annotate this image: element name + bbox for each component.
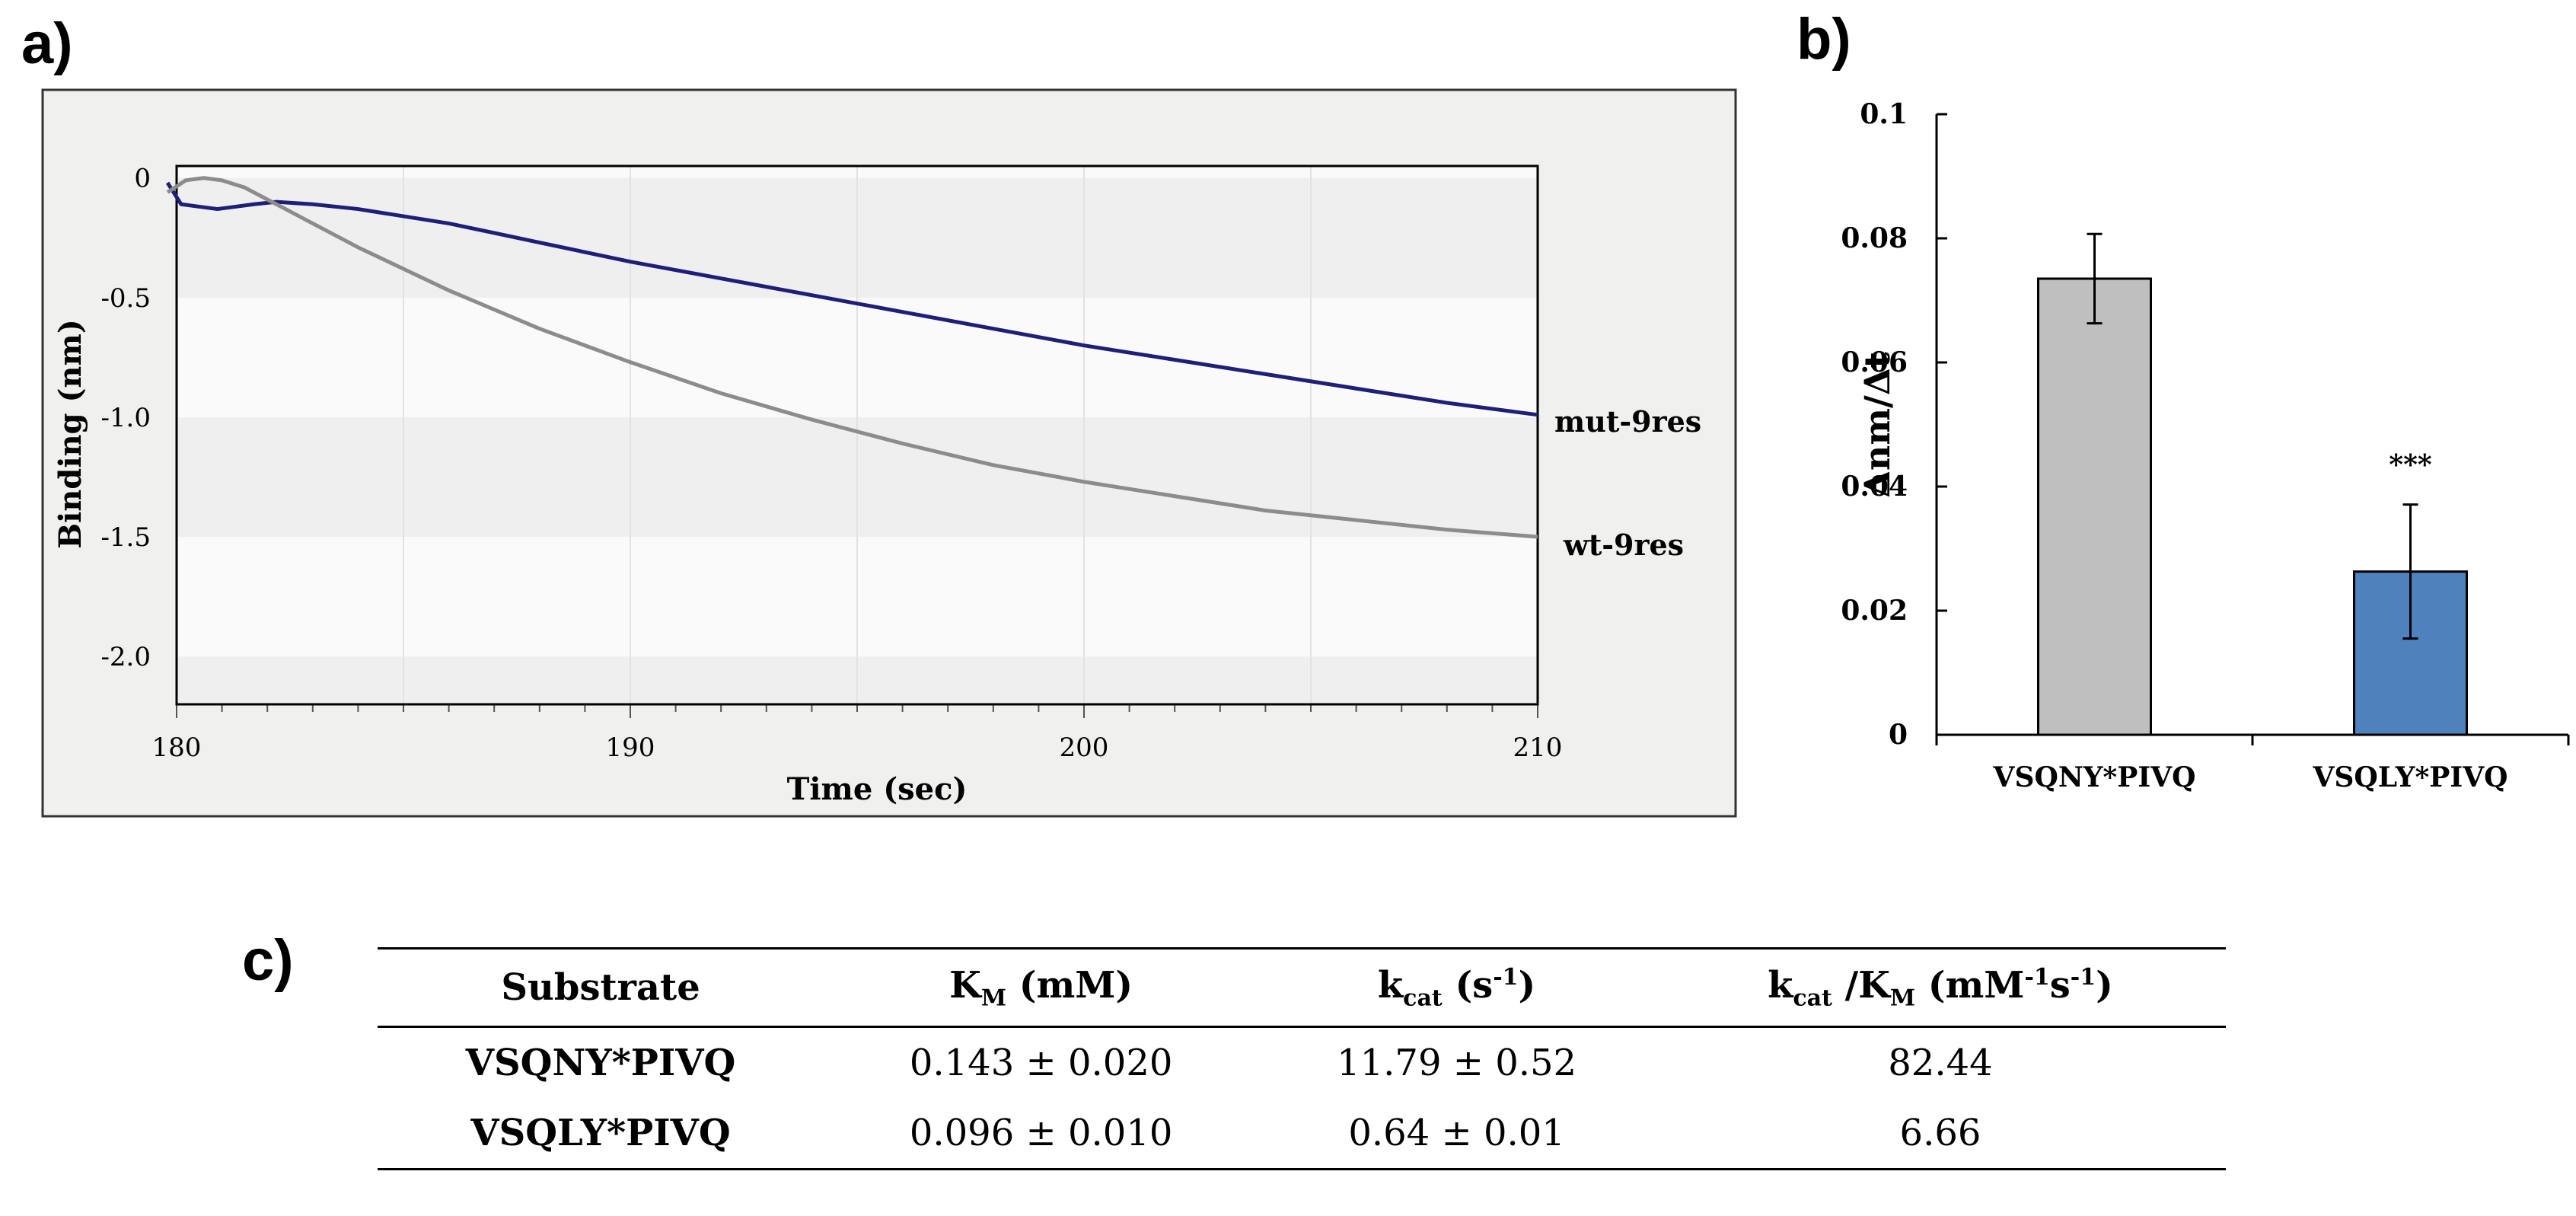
chart-a-axes-frame (175, 164, 1539, 706)
chart-a-y-tick-label: 0 (134, 164, 151, 194)
kinetics-table: Substrate KM (mM) kcat (s-1) kcat /KM (m… (378, 947, 2226, 1170)
header-kcat-km: kcat /KM (mM-1s-1) (1768, 963, 2113, 1012)
chart-a-y-tick-label: -0.5 (100, 283, 151, 314)
chart-a-y-tick-label: -1.5 (100, 522, 151, 553)
chart-b-y-tick-label: 0.06 (1841, 346, 1908, 378)
panel-label-c: c) (242, 928, 294, 993)
chart-a-y-title: Binding (nm) (53, 319, 88, 548)
chart-a-series-label: wt-9res (1563, 528, 1684, 562)
chart-b-bar-1 (2037, 277, 2152, 736)
chart-a-y-tick-label: -2.0 (100, 642, 151, 672)
binding-line-chart: 0 -0.5 -1.0 -1.5 -2.0 180 190 200 210 mut-9res wt-… (41, 88, 1737, 818)
chart-b-plot-area: 0 0.02 0.04 0.06 0.08 0.1 VSQNY*PIVQ VSQLY*PIVQ… (1841, 98, 2570, 793)
cell-kcat: 11.79 ± 0.52 (1337, 1042, 1577, 1084)
cell-km: 0.096 ± 0.010 (909, 1112, 1173, 1154)
chart-a-series-line-wt-9res (166, 176, 1538, 539)
chart-b-y-tick-label: 0.08 (1841, 222, 1908, 254)
chart-a-x-tick-label: 200 (1060, 732, 1109, 763)
chart-b-category-label: VSQNY*PIVQ (1993, 761, 2196, 793)
panel-label-a: a) (21, 11, 73, 76)
chart-a-series-line-mut-9res (165, 181, 1538, 417)
header-kcat: kcat (s-1) (1377, 963, 1536, 1012)
cell-substrate: VSQNY*PIVQ (465, 1042, 736, 1084)
panel-label-b: b) (1797, 7, 1851, 72)
chart-b-y-tick-label: 0.04 (1841, 471, 1908, 503)
chart-a-x-tick-label: 180 (152, 732, 202, 763)
table-row: VSQNY*PIVQ 0.143 ± 0.020 11.79 ± 0.52 82… (378, 1027, 2226, 1099)
cell-efficiency: 82.44 (1888, 1042, 1993, 1084)
cell-substrate: VSQLY*PIVQ (470, 1112, 731, 1154)
cell-kcat: 0.64 ± 0.01 (1348, 1112, 1565, 1154)
table-header-row: Substrate KM (mM) kcat (s-1) kcat /KM (m… (378, 948, 2226, 1027)
chart-b-y-tick-label: 0.1 (1860, 98, 1908, 130)
chart-a-series-label: mut-9res (1554, 404, 1701, 439)
chart-b-y-tick-label: 0 (1889, 719, 1908, 751)
table-row: VSQLY*PIVQ 0.096 ± 0.010 0.64 ± 0.01 6.6… (378, 1098, 2226, 1170)
chart-a-x-tick-label: 210 (1513, 732, 1563, 763)
chart-a-x-title: Time (sec) (787, 771, 968, 807)
chart-a-x-tick-label: 190 (606, 732, 655, 763)
cell-km: 0.143 ± 0.020 (909, 1042, 1173, 1084)
chart-b-y-title: Δnm/Δt (1857, 351, 1898, 497)
chart-b-category-label: VSQLY*PIVQ (2312, 761, 2507, 793)
header-km: KM (mM) (949, 963, 1133, 1012)
chart-a-plot-area: 0 -0.5 -1.0 -1.5 -2.0 180 190 200 210 mut-9res wt-… (100, 164, 1701, 763)
rate-bar-chart: 0 0.02 0.04 0.06 0.08 0.1 VSQNY*PIVQ VSQLY*PIVQ… (1841, 98, 2570, 793)
cell-efficiency: 6.66 (1899, 1112, 1981, 1154)
header-substrate: Substrate (501, 966, 700, 1009)
chart-b-y-tick-label: 0.02 (1841, 595, 1908, 627)
chart-b-significance-label: *** (2389, 449, 2432, 481)
chart-a-y-tick-label: -1.0 (100, 403, 151, 433)
